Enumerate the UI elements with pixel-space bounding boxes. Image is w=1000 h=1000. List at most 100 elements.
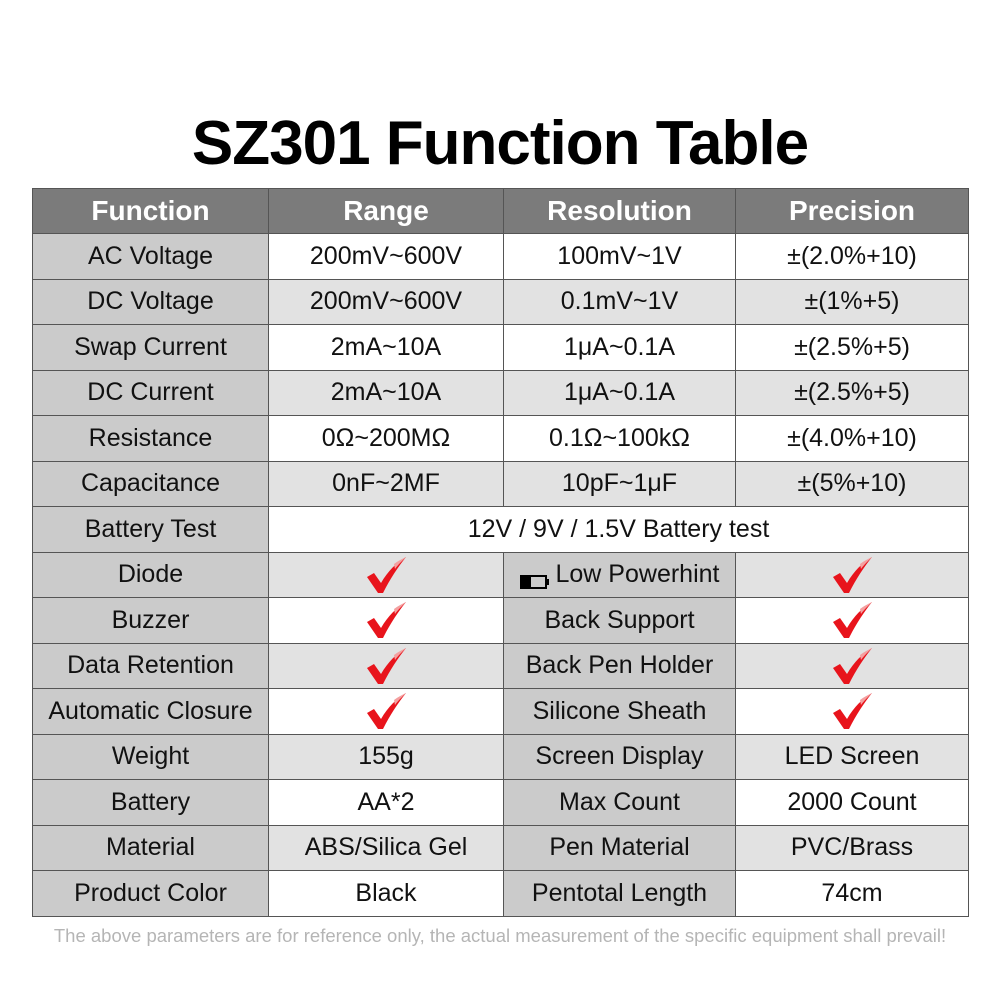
checkmark-icon xyxy=(830,691,874,731)
spec-label-right: Pentotal Length xyxy=(503,870,736,917)
supported-cell xyxy=(735,551,969,598)
disclaimer-note: The above parameters are for reference o… xyxy=(53,925,947,946)
spec-label-right-text: Pentotal Length xyxy=(531,878,708,907)
feature-label-text: Silicone Sheath xyxy=(532,696,707,725)
supported-cell xyxy=(268,551,504,598)
header-resolution: Resolution xyxy=(503,188,736,234)
spec-value-right-text: PVC/Brass xyxy=(790,833,914,862)
table-row: AC Voltage 200mV~600V 100mV~1V ±(2.0%+10) xyxy=(32,233,969,280)
spec-label-right-text: Screen Display xyxy=(535,742,704,771)
feature-label: Automatic Closure xyxy=(32,688,269,735)
battery-test-value-text: 12V / 9V / 1.5V Battery test xyxy=(467,514,770,543)
spec-value-text: 155g xyxy=(358,742,414,771)
range-cell-text: 0Ω~200MΩ xyxy=(321,423,451,452)
spec-label-right: Max Count xyxy=(503,779,736,826)
checkmark-icon xyxy=(830,600,874,640)
table-row: Material ABS/Silica Gel Pen Material PVC/Br… xyxy=(32,824,969,871)
supported-cell xyxy=(268,597,504,644)
table-row: Battery Test 12V / 9V / 1.5V Battery test xyxy=(32,506,969,553)
function-label: Battery Test xyxy=(32,506,269,553)
feature-label-right: Back Pen Holder xyxy=(503,642,736,689)
range-cell: 0nF~2MF xyxy=(268,460,504,507)
resolution-cell-text: 0.1Ω~100kΩ xyxy=(549,423,690,452)
checkmark-icon xyxy=(364,646,408,686)
resolution-cell-text: 1μA~0.1A xyxy=(563,332,675,361)
resolution-cell: 1μA~0.1A xyxy=(503,369,736,416)
function-label-text: Capacitance xyxy=(81,469,220,498)
range-cell: 2mA~10A xyxy=(268,324,504,371)
header-range: Range xyxy=(268,188,504,234)
resolution-cell: 10pF~1μF xyxy=(503,460,736,507)
function-label: Swap Current xyxy=(32,324,269,371)
supported-cell xyxy=(735,597,969,644)
feature-label-text: Back Support xyxy=(544,605,695,634)
spec-label: Battery xyxy=(32,779,269,826)
table-row: Battery AA*2 Max Count 2000 Count xyxy=(32,779,969,826)
precision-cell-text: ±(2.5%+5) xyxy=(794,332,910,361)
function-label: Resistance xyxy=(32,415,269,462)
spec-label-right: Pen Material xyxy=(503,824,736,871)
range-cell: 200mV~600V xyxy=(268,233,504,280)
resolution-cell-text: 1μA~0.1A xyxy=(563,378,675,407)
range-cell: 200mV~600V xyxy=(268,278,504,325)
spec-label: Material xyxy=(32,824,269,871)
spec-label: Product Color xyxy=(32,870,269,917)
precision-cell: ±(2.5%+5) xyxy=(735,369,969,416)
range-cell-text: 2mA~10A xyxy=(330,378,442,407)
feature-label-text: Diode xyxy=(117,560,184,589)
checkmark-icon xyxy=(364,691,408,731)
supported-cell xyxy=(268,688,504,735)
resolution-cell-text: 10pF~1μF xyxy=(561,469,678,498)
table-row: Resistance 0Ω~200MΩ 0.1Ω~100kΩ ±(4.0%+10) xyxy=(32,415,969,462)
range-cell: 2mA~10A xyxy=(268,369,504,416)
precision-cell: ±(5%+10) xyxy=(735,460,969,507)
feature-label-text: Low Powerhint xyxy=(555,560,720,589)
range-cell-text: 2mA~10A xyxy=(330,332,442,361)
resolution-cell: 100mV~1V xyxy=(503,233,736,280)
resolution-cell: 0.1mV~1V xyxy=(503,278,736,325)
spec-value-right: 2000 Count xyxy=(735,779,969,826)
table-row: DC Voltage 200mV~600V 0.1mV~1V ±(1%+5) xyxy=(32,278,969,325)
table-header-row: Function Range Resolution Precision xyxy=(32,188,969,234)
precision-cell-text: ±(2.5%+5) xyxy=(794,378,910,407)
table-row: Capacitance 0nF~2MF 10pF~1μF ±(5%+10) xyxy=(32,460,969,507)
feature-label-text: Data Retention xyxy=(67,651,234,680)
spec-value-right: LED Screen xyxy=(735,733,969,780)
function-table: Function Range Resolution Precision AC V… xyxy=(32,188,969,917)
function-label-text: Swap Current xyxy=(74,332,227,361)
checkmark-icon xyxy=(364,600,408,640)
precision-cell-text: ±(4.0%+10) xyxy=(787,423,917,452)
feature-label-right: Back Support xyxy=(503,597,736,644)
table-row: Diode Low Powerhint xyxy=(32,551,969,598)
table-row: Automatic Closure Silicone Sheath xyxy=(32,688,969,735)
function-label-text: AC Voltage xyxy=(87,241,214,270)
spec-value: 155g xyxy=(268,733,504,780)
spec-label-text: Material xyxy=(106,833,195,862)
precision-cell-text: ±(5%+10) xyxy=(797,469,907,498)
table-row: Weight 155g Screen Display LED Screen xyxy=(32,733,969,780)
supported-cell xyxy=(735,642,969,689)
spec-label-text: Product Color xyxy=(74,878,227,907)
spec-value-right-text: 2000 Count xyxy=(787,787,917,816)
precision-cell: ±(1%+5) xyxy=(735,278,969,325)
spec-label-right-text: Max Count xyxy=(559,787,680,816)
function-label-text: Battery Test xyxy=(84,514,217,543)
precision-cell-text: ±(2.0%+10) xyxy=(787,241,917,270)
precision-cell: ±(4.0%+10) xyxy=(735,415,969,462)
feature-label-text: Buzzer xyxy=(111,605,190,634)
table-row: Buzzer Back Support xyxy=(32,597,969,644)
supported-cell xyxy=(268,642,504,689)
spec-value-text: Black xyxy=(355,878,417,907)
spec-value-text: ABS/Silica Gel xyxy=(304,833,468,862)
spec-value: Black xyxy=(268,870,504,917)
resolution-cell: 1μA~0.1A xyxy=(503,324,736,371)
table-row: Product Color Black Pentotal Length 74cm xyxy=(32,870,969,917)
feature-label: Buzzer xyxy=(32,597,269,644)
spec-value-text: AA*2 xyxy=(357,787,415,816)
feature-label: Data Retention xyxy=(32,642,269,689)
feature-label: Diode xyxy=(32,551,269,598)
range-cell-text: 0nF~2MF xyxy=(332,469,440,498)
checkmark-icon xyxy=(830,555,874,595)
function-label: Capacitance xyxy=(32,460,269,507)
precision-cell-text: ±(1%+5) xyxy=(804,287,900,316)
